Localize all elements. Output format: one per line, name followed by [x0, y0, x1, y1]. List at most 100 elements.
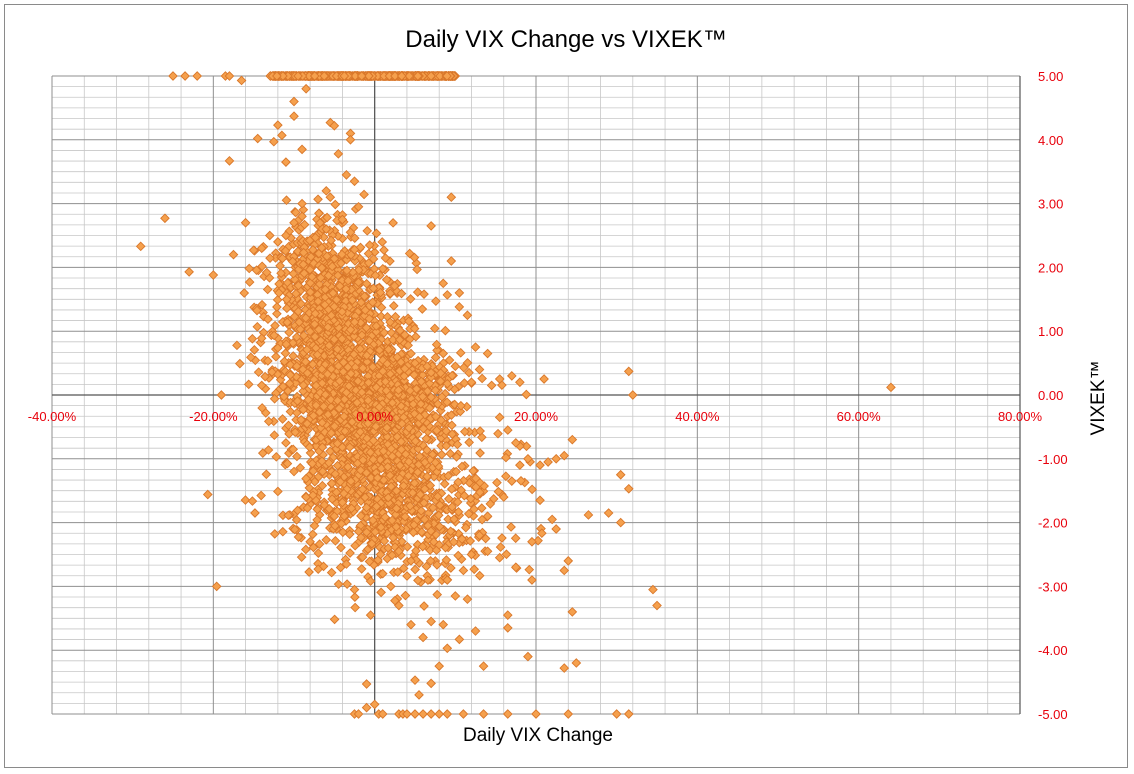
data-point — [289, 111, 299, 122]
data-point — [615, 469, 626, 480]
data-point — [313, 194, 323, 205]
data-point — [273, 486, 283, 497]
data-point — [180, 71, 190, 81]
data-point — [168, 71, 178, 81]
data-point — [567, 434, 578, 445]
data-point — [280, 348, 291, 359]
data-point — [312, 349, 323, 360]
data-point — [474, 570, 485, 581]
data-point — [439, 478, 450, 489]
data-point — [477, 373, 487, 384]
data-point — [297, 198, 307, 209]
data-point — [192, 71, 203, 81]
data-point — [475, 448, 485, 458]
data-point — [502, 709, 513, 719]
data-point — [506, 371, 517, 381]
data-point — [288, 338, 298, 348]
data-point — [535, 495, 545, 506]
data-point — [375, 287, 386, 298]
data-point — [332, 344, 343, 355]
data-point — [615, 517, 626, 528]
data-point — [278, 526, 288, 537]
data-point — [244, 277, 255, 287]
data-point — [430, 352, 441, 363]
data-point — [377, 263, 388, 274]
data-point — [333, 579, 344, 590]
data-point — [288, 444, 299, 455]
data-point — [296, 298, 306, 309]
data-point — [271, 351, 281, 362]
data-point — [273, 237, 283, 247]
data-point — [253, 367, 264, 378]
y-tick-label: 0.00 — [1038, 388, 1063, 403]
data-point — [462, 310, 473, 321]
data-point — [506, 522, 516, 532]
data-point — [410, 675, 420, 686]
chart-title: Daily VIX Change vs VIXEK™ — [405, 26, 726, 53]
x-tick-label: 60.00% — [837, 409, 882, 424]
data-point — [269, 430, 280, 441]
data-point — [249, 345, 260, 355]
data-point — [362, 225, 373, 236]
data-point — [442, 709, 453, 719]
data-point — [426, 709, 436, 719]
data-point — [410, 331, 421, 342]
data-point — [292, 451, 302, 462]
data-point — [440, 325, 451, 336]
data-point — [295, 462, 306, 473]
data-point — [412, 264, 422, 275]
data-point — [377, 237, 388, 247]
data-point — [438, 619, 449, 630]
data-point — [478, 709, 489, 719]
data-point — [300, 544, 311, 555]
data-point — [278, 381, 288, 392]
chart-frame — [4, 4, 1128, 768]
data-point — [434, 709, 445, 719]
data-point — [395, 325, 405, 336]
data-point — [269, 529, 280, 539]
data-point — [282, 317, 293, 328]
data-point — [283, 420, 294, 431]
data-point — [446, 256, 457, 266]
data-point — [284, 378, 295, 389]
data-point — [268, 136, 279, 147]
data-point — [458, 709, 469, 719]
data-point — [246, 352, 256, 363]
data-point — [376, 302, 387, 313]
data-point — [359, 189, 369, 200]
data-point — [216, 390, 227, 400]
y-tick-label: 1.00 — [1038, 324, 1063, 339]
data-point — [289, 96, 299, 107]
data-point — [436, 449, 447, 460]
data-point — [454, 634, 465, 645]
data-point — [244, 263, 255, 274]
data-point — [211, 581, 222, 592]
data-point — [409, 252, 420, 263]
y-tick-labels: 5.00 4.00 3.00 2.00 1.00 0.00 -1.00 -2.00 -3.00 -… — [1038, 69, 1068, 722]
data-point — [357, 330, 367, 340]
data-point — [324, 340, 334, 351]
data-point — [260, 371, 270, 382]
x-tick-label: -20.00% — [189, 409, 238, 424]
data-point — [236, 75, 247, 86]
data-point — [243, 379, 254, 390]
data-point — [446, 192, 457, 203]
data-points — [135, 71, 896, 719]
data-point — [256, 333, 267, 344]
data-point — [571, 658, 582, 668]
data-point — [284, 327, 294, 338]
data-point — [524, 564, 535, 575]
data-point — [414, 690, 424, 700]
data-point — [349, 331, 359, 342]
data-point — [305, 448, 316, 458]
data-point — [285, 406, 296, 417]
data-point — [252, 133, 263, 144]
data-point — [239, 288, 250, 298]
data-point — [385, 581, 396, 592]
data-point — [523, 651, 533, 662]
data-point — [336, 542, 346, 553]
data-point — [494, 412, 505, 423]
data-point — [301, 83, 311, 94]
data-point — [478, 661, 489, 671]
data-point — [283, 386, 293, 396]
